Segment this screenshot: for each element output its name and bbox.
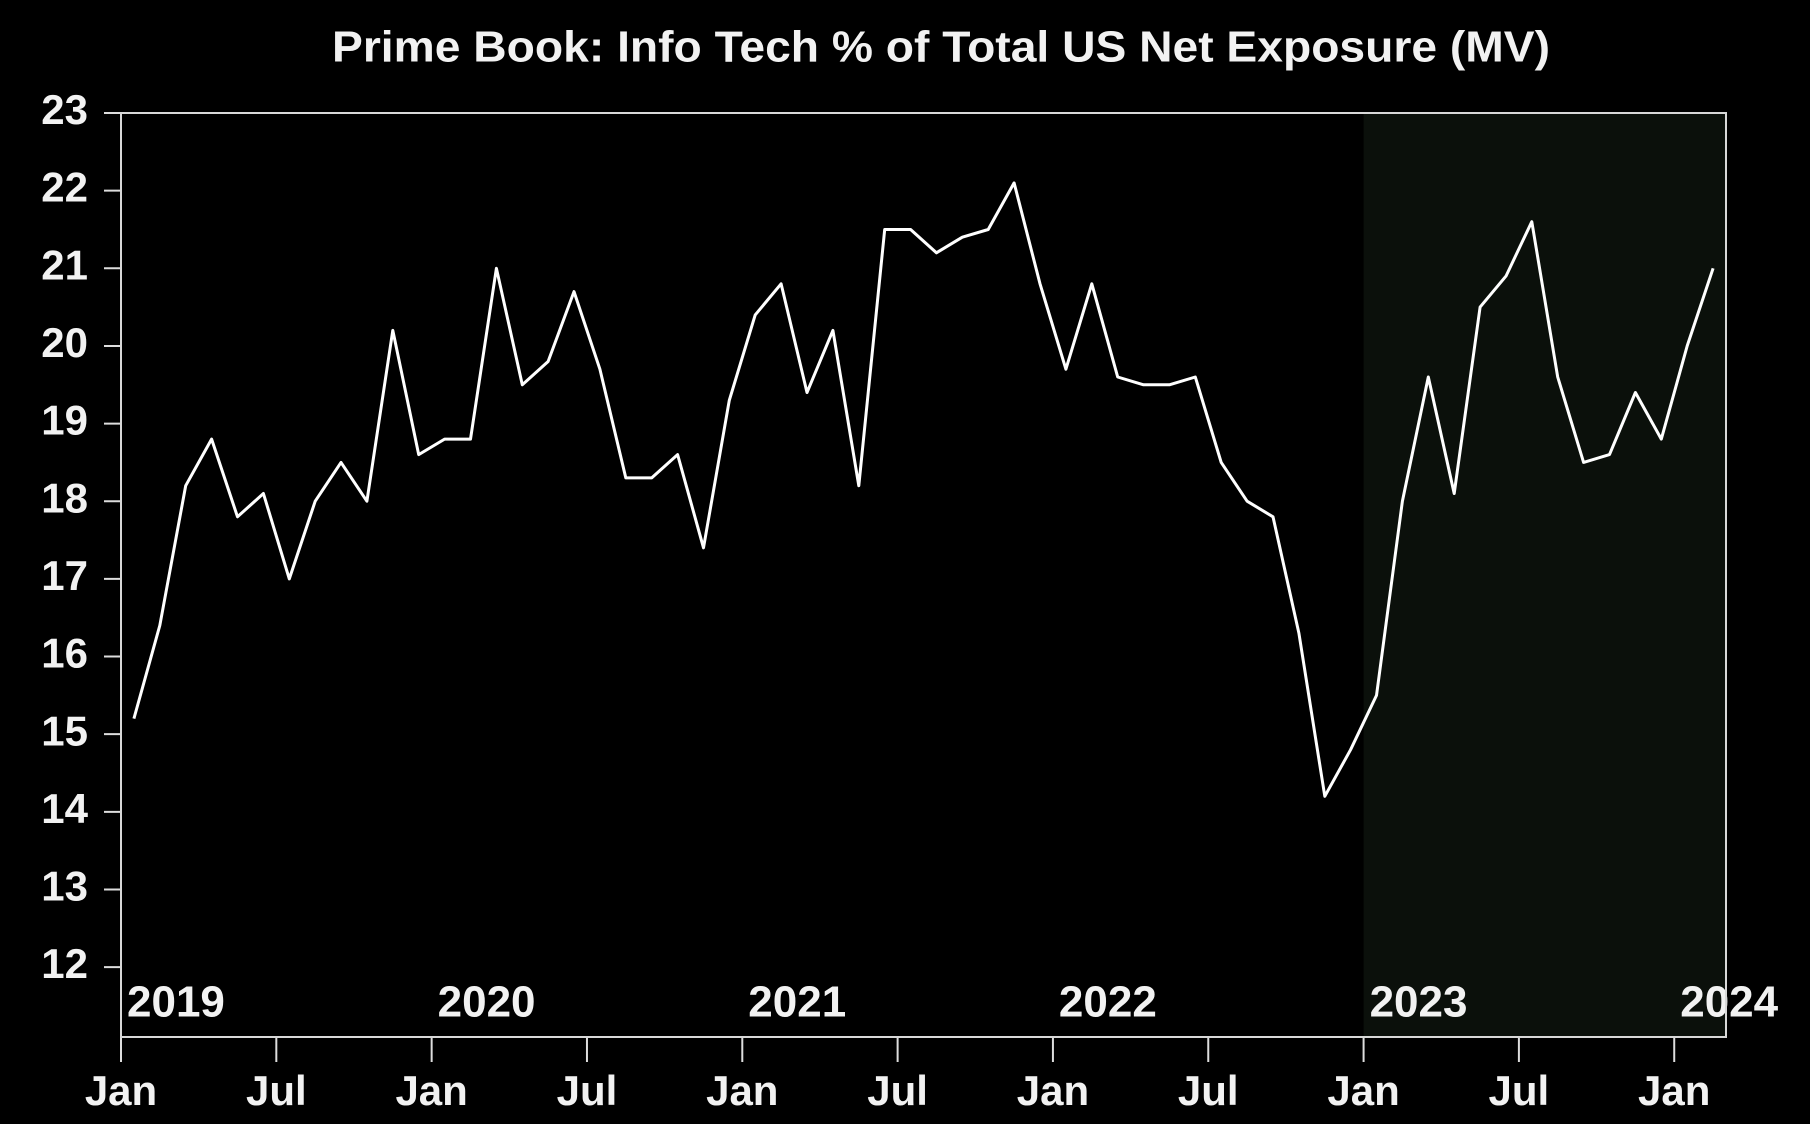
y-tick-label: 17: [41, 552, 88, 599]
y-tick-label: 22: [41, 164, 88, 211]
x-tick-label: Jan: [1017, 1067, 1089, 1114]
year-label: 2021: [748, 978, 846, 1027]
chart-title: Prime Book: Info Tech % of Total US Net …: [332, 23, 1550, 72]
x-tick-label: Jan: [1638, 1067, 1710, 1114]
y-tick-label: 20: [41, 319, 88, 366]
x-tick-label: Jul: [867, 1067, 928, 1114]
y-tick-label: 14: [41, 785, 88, 832]
x-tick-label: Jul: [557, 1067, 618, 1114]
plot-frame: [120, 112, 1727, 1038]
year-label: 2019: [127, 978, 225, 1027]
y-tick-label: 12: [41, 940, 88, 987]
data-line: [132, 181, 1715, 798]
x-tick-label: Jan: [395, 1067, 467, 1114]
x-tick-label: Jul: [1489, 1067, 1550, 1114]
year-label: 2020: [438, 978, 536, 1027]
y-tick-label: 21: [41, 241, 88, 288]
x-tick-label: Jan: [1327, 1067, 1399, 1114]
y-tick-label: 15: [41, 707, 88, 754]
year-label: 2024: [1680, 978, 1778, 1027]
year-label: 2023: [1370, 978, 1468, 1027]
x-tick-label: Jan: [85, 1067, 157, 1114]
y-tick-label: 19: [41, 397, 88, 444]
y-tick-label: 23: [41, 86, 88, 133]
y-tick-label: 18: [41, 474, 88, 521]
year-label: 2022: [1059, 978, 1157, 1027]
x-tick-label: Jul: [246, 1067, 307, 1114]
x-tick-label: Jul: [1178, 1067, 1239, 1114]
x-tick-label: Jan: [706, 1067, 778, 1114]
y-tick-label: 16: [41, 630, 88, 677]
y-tick-label: 13: [41, 863, 88, 910]
highlight-region: [1363, 113, 1726, 1037]
